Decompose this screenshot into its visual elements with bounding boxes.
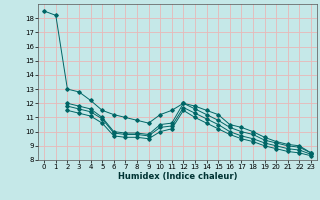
X-axis label: Humidex (Indice chaleur): Humidex (Indice chaleur)	[118, 172, 237, 181]
